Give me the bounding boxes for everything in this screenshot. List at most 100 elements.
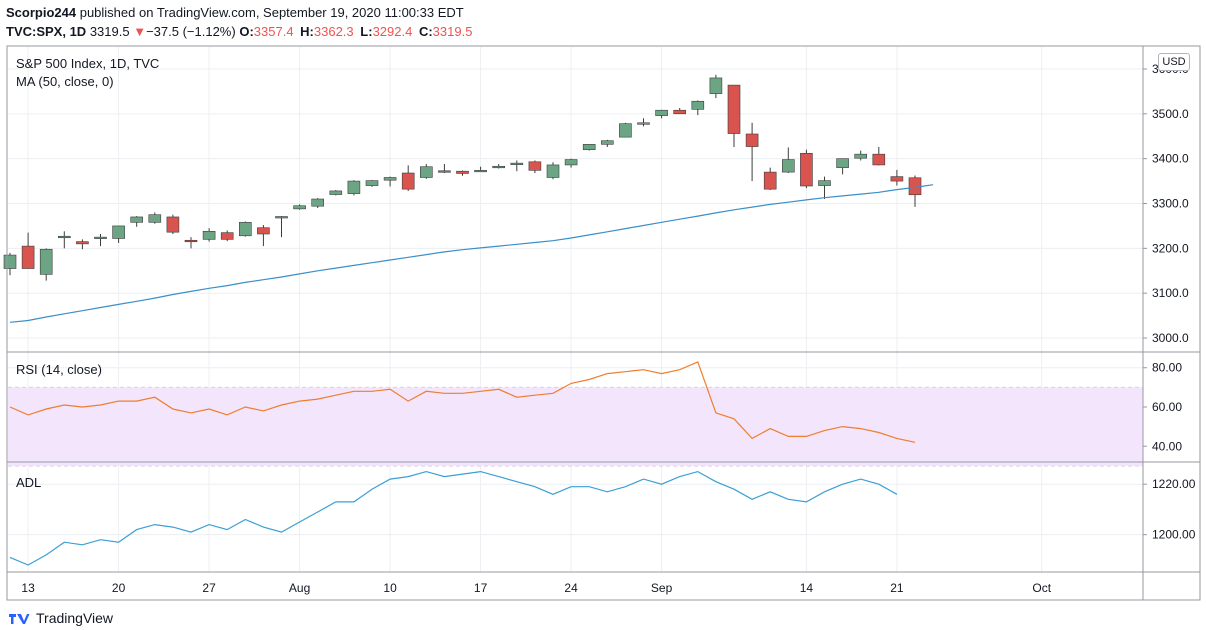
candle-body (293, 205, 306, 210)
rsi-band (8, 387, 1143, 466)
candle-body (890, 176, 904, 182)
price-axis[interactable]: 3000.03100.03200.03300.03400.03500.03600… (1143, 62, 1196, 542)
candle-body (528, 161, 542, 171)
time-tick-label: Oct (1032, 581, 1051, 595)
candle (166, 214, 180, 234)
time-tick-label: 13 (21, 581, 35, 595)
candle (600, 139, 614, 147)
last-price: 3319.5 (89, 24, 130, 39)
candle (781, 147, 795, 174)
time-tick-label: Sep (651, 581, 673, 595)
candle (528, 160, 542, 174)
candle (872, 146, 886, 166)
grid (8, 47, 1143, 572)
candle-body (800, 152, 813, 187)
time-tick-label: 14 (800, 581, 814, 595)
time-tick-label: 20 (112, 581, 126, 595)
candle (293, 204, 306, 210)
high-label: H: (300, 24, 314, 39)
time-tick-label: 24 (564, 581, 578, 595)
candle (148, 212, 162, 224)
candle (3, 252, 17, 276)
price-tick-label: 3000.0 (1152, 331, 1189, 345)
candle (112, 225, 125, 243)
candle-body (582, 144, 596, 150)
candle-body (329, 190, 343, 195)
adl-line (9, 470, 898, 566)
candle-body (365, 180, 379, 186)
close-label: C: (418, 24, 433, 39)
candle-body (148, 214, 162, 223)
candle-body (311, 198, 325, 207)
candle (401, 165, 415, 191)
candle-body (57, 235, 71, 239)
candle-body (655, 109, 668, 116)
candle (329, 190, 343, 196)
candle (474, 166, 487, 173)
candle-body (691, 100, 705, 110)
high-value: 3362.3 (313, 24, 354, 39)
candle (311, 198, 325, 208)
candle-body (239, 222, 252, 237)
candle-body (39, 248, 53, 275)
candle (39, 248, 53, 281)
candle-body (257, 227, 270, 235)
candle (582, 144, 596, 151)
rsi-tick-label: 60.00 (1152, 400, 1182, 414)
ohlc-line: TVC:SPX, 1D 3319.5 ▼−37.5 (−1.12%) O:335… (6, 24, 475, 39)
tradingview-logo[interactable]: TradingView (8, 610, 113, 626)
adl-legend: ADL (16, 475, 41, 490)
candle-body (872, 153, 886, 166)
open-value: 3357.4 (253, 24, 294, 39)
candle-body (564, 159, 578, 166)
low-value: 3292.4 (372, 24, 413, 39)
ma-line (9, 184, 934, 323)
candle (836, 158, 849, 175)
outer-frame (6, 45, 1201, 601)
candle (637, 118, 650, 127)
candle (57, 231, 71, 249)
candle-body (184, 239, 198, 243)
candles (3, 74, 922, 281)
candle-body (818, 180, 831, 186)
candle-body (709, 77, 723, 94)
candle-body (474, 170, 487, 173)
candle (727, 84, 741, 147)
candle (510, 160, 524, 172)
candle (763, 167, 777, 191)
symbol-label: TVC:SPX, 1D (6, 24, 87, 39)
currency-badge[interactable]: USD (1158, 53, 1190, 71)
candle-body (401, 172, 415, 190)
candle-body (510, 162, 524, 165)
price-tick-label: 3400.0 (1152, 152, 1189, 166)
candle (438, 164, 451, 174)
candle (239, 221, 252, 237)
candle (908, 175, 922, 207)
time-tick-label: 17 (474, 581, 488, 595)
price-tick-label: 3500.0 (1152, 107, 1189, 121)
candle (619, 122, 632, 138)
candle (890, 169, 904, 186)
pane-frames (6, 45, 1201, 601)
publish-info: published on TradingView.com, September … (79, 5, 464, 20)
time-axis[interactable]: 13 20 27 Aug 10 17 24 Sep 14 21 Oct (21, 581, 1051, 595)
candle-body (166, 216, 180, 233)
candle (800, 149, 813, 189)
candle (184, 237, 198, 249)
candle-body (383, 177, 397, 181)
candle-body (275, 216, 288, 219)
price-tick-label: 3100.0 (1152, 286, 1189, 300)
candle-body (836, 158, 849, 168)
candle-body (637, 122, 650, 125)
candle (220, 230, 234, 242)
candle-body (854, 153, 868, 159)
price-tick-label: 3300.0 (1152, 197, 1189, 211)
candle-body (112, 225, 125, 239)
publish-line: Scorpio244 published on TradingView.com,… (6, 5, 464, 20)
candle-body (727, 84, 741, 134)
author-name[interactable]: Scorpio244 (6, 5, 77, 20)
chart-area[interactable]: 3000.03100.03200.03300.03400.03500.03600… (0, 0, 1206, 605)
candle-body (419, 166, 433, 178)
candle-body (600, 140, 614, 145)
candle-body (456, 170, 469, 174)
